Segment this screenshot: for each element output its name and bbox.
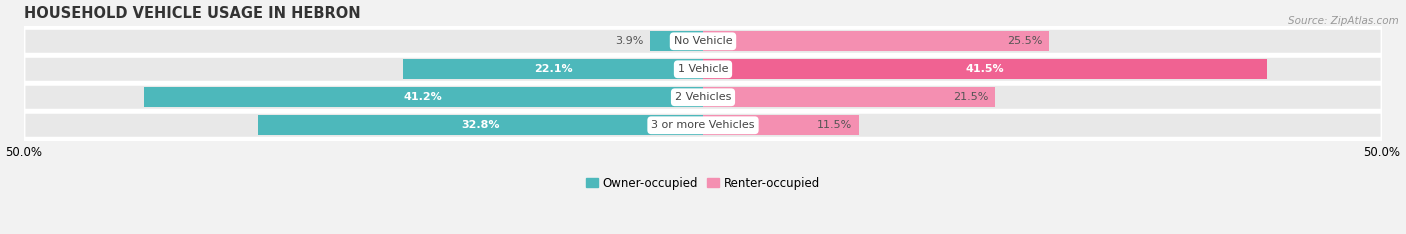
Text: 32.8%: 32.8% [461, 120, 499, 130]
Bar [143, 87, 703, 107]
Bar [404, 59, 703, 79]
Text: 22.1%: 22.1% [534, 64, 572, 74]
FancyBboxPatch shape [24, 112, 1382, 138]
Bar [703, 87, 995, 107]
Bar [257, 115, 703, 135]
Text: Source: ZipAtlas.com: Source: ZipAtlas.com [1288, 16, 1399, 26]
Bar [650, 31, 703, 51]
Text: 1 Vehicle: 1 Vehicle [678, 64, 728, 74]
Text: 41.2%: 41.2% [404, 92, 443, 102]
FancyBboxPatch shape [24, 56, 1382, 82]
Text: 3.9%: 3.9% [614, 36, 644, 46]
Text: No Vehicle: No Vehicle [673, 36, 733, 46]
Text: HOUSEHOLD VEHICLE USAGE IN HEBRON: HOUSEHOLD VEHICLE USAGE IN HEBRON [24, 6, 361, 21]
Text: 3 or more Vehicles: 3 or more Vehicles [651, 120, 755, 130]
Text: 25.5%: 25.5% [1007, 36, 1042, 46]
FancyBboxPatch shape [24, 84, 1382, 110]
Text: 11.5%: 11.5% [817, 120, 852, 130]
Legend: Owner-occupied, Renter-occupied: Owner-occupied, Renter-occupied [581, 172, 825, 194]
Bar [703, 59, 1267, 79]
Bar [703, 115, 859, 135]
FancyBboxPatch shape [24, 28, 1382, 54]
Text: 21.5%: 21.5% [953, 92, 988, 102]
Bar [703, 31, 1049, 51]
Text: 41.5%: 41.5% [966, 64, 1004, 74]
Text: 2 Vehicles: 2 Vehicles [675, 92, 731, 102]
